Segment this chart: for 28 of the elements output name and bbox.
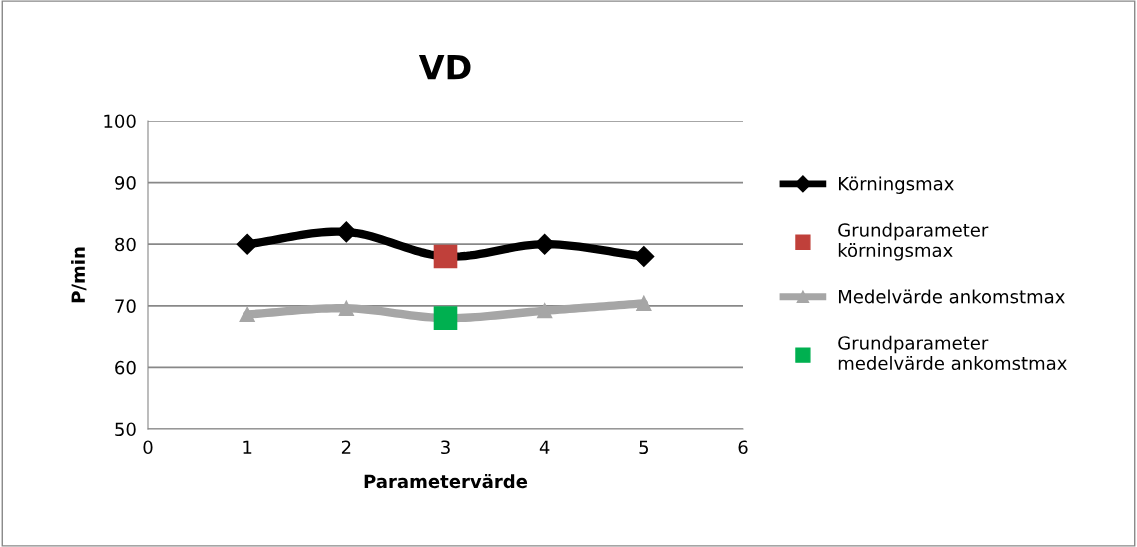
legend-label: Grundparameter medelvärde ankomstmax (838, 335, 1067, 370)
point (633, 246, 655, 268)
x-tick-label: 4 (539, 440, 550, 454)
legend-label: Grundparameter körningsmax (838, 222, 989, 261)
y-tick-label: 50 (115, 422, 136, 437)
point (239, 306, 255, 323)
x-tick-label: 5 (639, 440, 648, 455)
legend-label: Medelvärde ankomstmax (838, 289, 1065, 304)
y-tick-label: 100 (104, 114, 136, 129)
x-tick-label: 1 (243, 440, 252, 454)
point (236, 233, 258, 255)
x-tick-label: 0 (143, 440, 153, 455)
point (537, 303, 553, 319)
x-tick-label: 2 (341, 440, 351, 454)
x-tick-label: 6 (738, 440, 748, 455)
point (433, 306, 458, 330)
y-tick-label: 90 (115, 176, 136, 190)
y-axis-title: P/min (71, 247, 87, 303)
x-axis-title: Parametervärde (364, 474, 528, 489)
y-tick-label: 70 (115, 299, 136, 313)
point (636, 295, 652, 311)
legend-label: Körningsmax (838, 176, 954, 194)
point (338, 300, 354, 316)
point (335, 221, 357, 243)
x-tick-label: 3 (441, 440, 450, 455)
chart-title: VD (418, 55, 471, 80)
y-tick-label: 60 (115, 360, 136, 375)
y-tick-label: 80 (115, 237, 136, 252)
